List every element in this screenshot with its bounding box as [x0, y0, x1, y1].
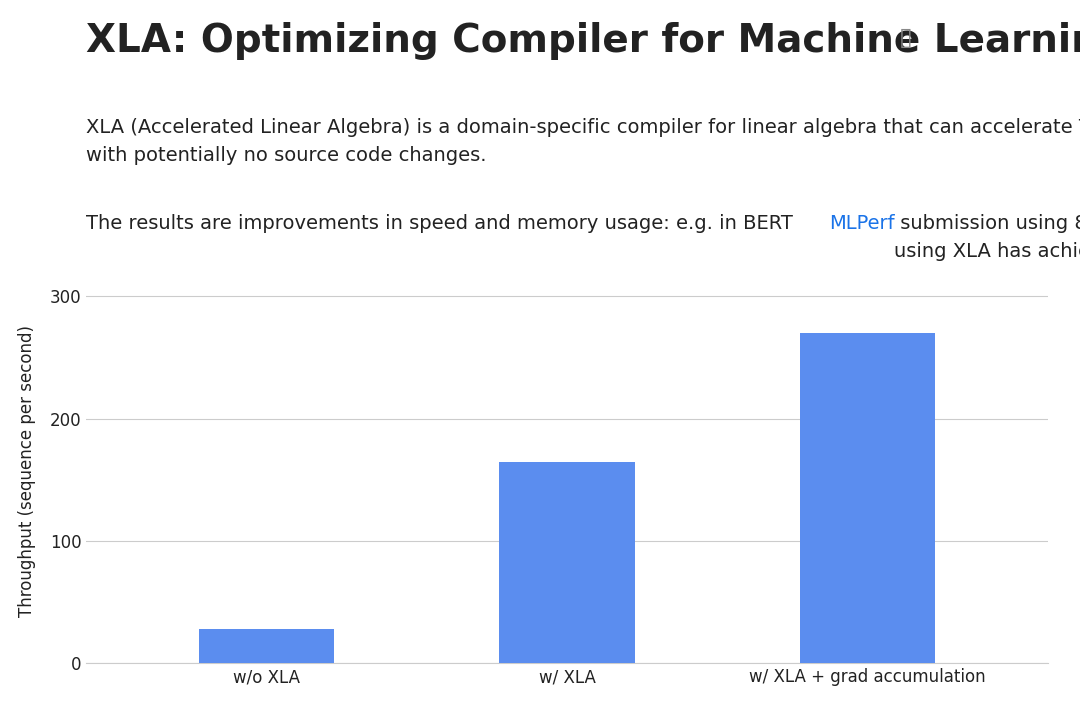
Text: ▯: ▯	[899, 27, 913, 50]
Text: XLA (Accelerated Linear Algebra) is a domain-specific compiler for linear algebr: XLA (Accelerated Linear Algebra) is a do…	[86, 118, 1080, 165]
Bar	[499, 461, 635, 663]
Text: submission using 8 Volta V100 GPUs
using XLA has achieved a ~7x performance impr: submission using 8 Volta V100 GPUs using…	[894, 214, 1080, 261]
Bar	[199, 629, 334, 663]
Text: MLPerf: MLPerf	[829, 214, 895, 234]
Text: The results are improvements in speed and memory usage: e.g. in BERT: The results are improvements in speed an…	[86, 214, 799, 234]
Text: XLA: Optimizing Compiler for Machine Learning: XLA: Optimizing Compiler for Machine Lea…	[86, 22, 1080, 60]
Bar	[800, 333, 935, 663]
Y-axis label: Throughput (sequence per second): Throughput (sequence per second)	[18, 324, 36, 616]
